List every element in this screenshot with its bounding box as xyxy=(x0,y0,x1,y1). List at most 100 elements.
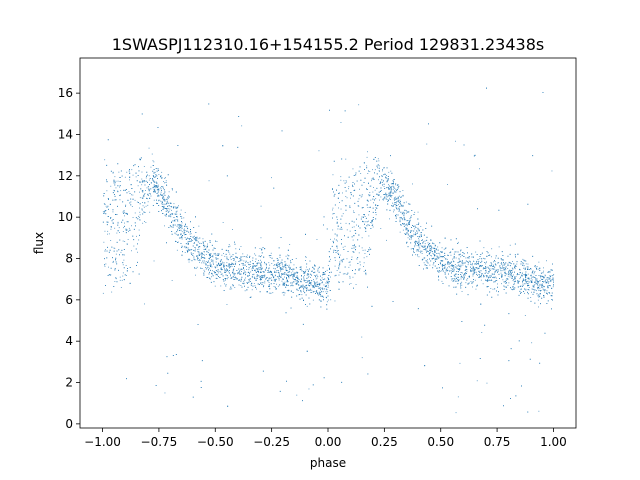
data-point xyxy=(216,278,218,279)
data-point xyxy=(288,255,290,257)
data-point xyxy=(479,168,480,170)
data-point xyxy=(287,257,288,259)
data-point xyxy=(430,249,432,251)
data-point xyxy=(248,263,250,265)
data-point xyxy=(168,195,169,197)
data-point xyxy=(226,278,228,280)
data-point xyxy=(308,275,310,277)
data-point xyxy=(268,282,270,283)
data-point xyxy=(327,299,329,301)
data-point xyxy=(233,277,235,278)
data-point xyxy=(368,195,370,197)
data-point xyxy=(351,226,353,228)
data-point xyxy=(392,202,393,204)
data-point xyxy=(263,271,265,273)
data-point xyxy=(458,279,460,281)
data-point xyxy=(540,272,542,274)
data-point xyxy=(337,228,339,230)
data-point xyxy=(489,265,490,267)
data-point xyxy=(402,219,404,221)
data-point xyxy=(177,227,179,229)
data-point xyxy=(105,249,106,251)
data-point xyxy=(221,254,223,256)
data-point xyxy=(255,277,257,279)
data-point xyxy=(408,230,409,232)
data-point xyxy=(232,276,234,278)
data-point xyxy=(532,286,534,288)
data-point xyxy=(493,277,495,279)
data-point xyxy=(328,260,330,262)
data-point xyxy=(491,248,493,250)
data-point xyxy=(252,267,254,269)
data-point xyxy=(549,285,551,286)
data-point xyxy=(226,265,228,267)
data-point xyxy=(494,288,496,290)
data-point xyxy=(120,177,121,178)
data-point xyxy=(537,281,539,282)
data-point xyxy=(308,280,310,282)
data-point xyxy=(313,279,314,280)
data-point xyxy=(526,266,528,268)
data-point xyxy=(296,283,298,285)
data-point xyxy=(187,247,189,249)
data-point xyxy=(444,266,446,268)
data-point xyxy=(388,200,389,201)
data-point xyxy=(215,267,216,269)
data-point xyxy=(374,172,375,174)
data-point xyxy=(478,277,480,278)
data-point xyxy=(209,254,211,256)
data-point xyxy=(265,264,267,266)
data-point xyxy=(152,187,154,189)
data-point xyxy=(383,174,384,176)
data-point xyxy=(414,246,416,248)
data-point xyxy=(264,274,266,276)
data-point xyxy=(188,261,190,263)
data-point xyxy=(235,261,237,263)
data-point xyxy=(348,186,350,188)
data-point xyxy=(406,211,408,213)
data-point xyxy=(518,281,519,283)
data-point xyxy=(511,263,512,265)
data-point xyxy=(188,231,190,233)
data-point xyxy=(344,266,346,268)
data-point xyxy=(487,279,488,281)
data-point xyxy=(420,232,422,234)
data-point xyxy=(279,256,281,258)
data-point xyxy=(395,183,397,185)
data-point xyxy=(165,203,167,205)
data-point xyxy=(325,282,327,284)
data-point xyxy=(522,258,524,260)
data-point xyxy=(201,256,203,258)
data-point xyxy=(472,269,474,271)
data-point xyxy=(246,266,247,267)
data-point xyxy=(466,247,468,248)
data-point xyxy=(460,250,461,252)
data-point xyxy=(168,191,170,193)
data-point xyxy=(248,269,250,271)
data-point xyxy=(411,230,413,232)
data-point xyxy=(108,266,109,268)
data-point xyxy=(418,251,420,252)
data-point xyxy=(175,219,177,220)
data-point xyxy=(228,251,230,253)
data-point xyxy=(343,258,345,260)
data-point xyxy=(326,304,328,306)
data-point xyxy=(455,267,457,269)
data-point xyxy=(165,208,167,209)
data-point xyxy=(133,228,135,230)
data-point xyxy=(487,266,489,268)
data-point xyxy=(149,192,150,194)
data-point xyxy=(211,266,213,268)
data-point xyxy=(410,236,412,238)
data-point xyxy=(468,276,470,278)
data-point xyxy=(335,250,337,251)
data-point xyxy=(505,287,507,288)
data-point xyxy=(117,221,119,223)
data-point xyxy=(357,200,359,202)
data-point xyxy=(144,184,146,186)
data-point xyxy=(135,217,137,219)
data-point xyxy=(338,268,340,270)
data-point xyxy=(202,238,204,240)
data-point xyxy=(402,223,403,224)
data-point xyxy=(327,281,329,283)
